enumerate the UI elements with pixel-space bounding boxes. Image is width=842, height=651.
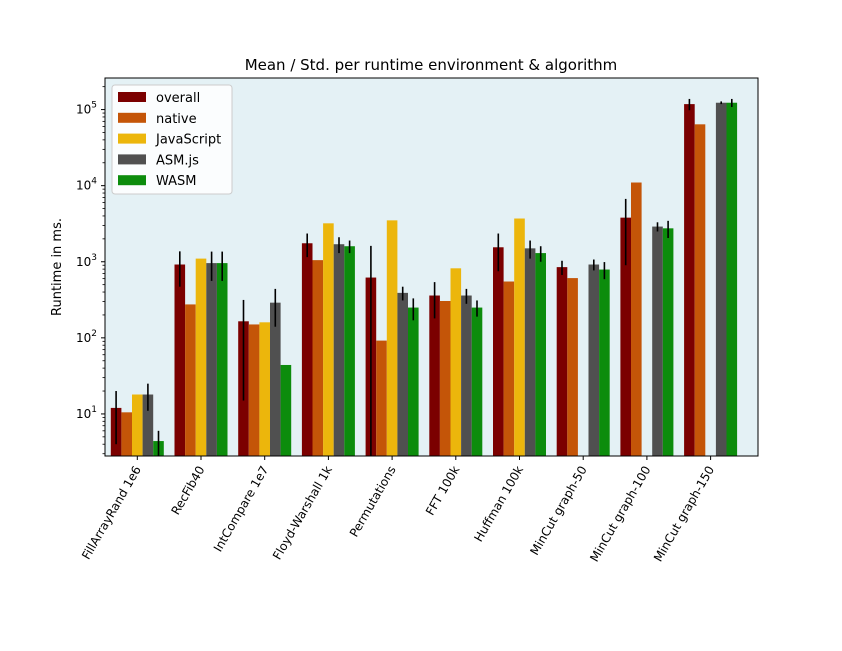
error-bars-layer	[115, 98, 733, 456]
bar-WASM-6	[535, 253, 546, 456]
bar-ASM.js-0	[142, 394, 154, 456]
y-tick-label-1: 102	[76, 329, 97, 345]
bar-native-2	[248, 324, 260, 456]
bar-ASM.js-7	[588, 264, 600, 456]
bar-overall-8	[620, 217, 631, 456]
y-tick-label-3: 104	[76, 177, 97, 193]
bar-native-4	[376, 340, 387, 456]
bar-native-0	[121, 412, 132, 456]
plot-frame	[104, 77, 759, 457]
bar-WASM-7	[599, 269, 610, 456]
legend-box	[111, 84, 233, 195]
y-tick-exponent-3: 4	[91, 177, 97, 187]
legend-label-overall: overall	[156, 91, 200, 106]
legend-swatch-WASM	[118, 175, 146, 186]
bar-JavaScript-6	[514, 218, 525, 456]
bar-overall-1	[174, 264, 186, 456]
bar-native-7	[567, 278, 578, 456]
bar-ASM.js-5	[461, 295, 472, 456]
legend: overall native JavaScript ASM.js WASM	[111, 84, 233, 195]
y-tick-label-2: 103	[76, 253, 97, 269]
bars-layer	[110, 102, 738, 457]
bar-overall-7	[556, 267, 568, 456]
bar-ASM.js-9	[715, 102, 727, 456]
y-tick-exponent-0: 1	[91, 405, 97, 415]
y-tick-exponent-1: 2	[91, 329, 97, 339]
legend-label-WASM: WASM	[156, 174, 197, 189]
bar-JavaScript-5	[450, 268, 462, 456]
legend-swatch-overall	[118, 92, 146, 102]
bar-ASM.js-4	[397, 292, 408, 456]
bar-overall-9	[684, 104, 695, 456]
y-tick-exponent-2: 3	[91, 253, 97, 263]
legend-label-ASM.js: ASM.js	[156, 153, 199, 168]
bar-native-9	[694, 124, 706, 456]
legend-swatch-ASM.js	[118, 154, 146, 165]
bar-native-3	[312, 260, 324, 456]
bar-WASM-5	[471, 307, 483, 456]
y-axis-label: Runtime in ms.	[50, 218, 65, 316]
bar-JavaScript-1	[195, 258, 207, 456]
bar-ASM.js-2	[270, 302, 281, 456]
bar-WASM-3	[344, 246, 355, 456]
bar-native-8	[631, 182, 642, 457]
y-tick-label-4: 105	[76, 101, 97, 117]
bar-WASM-9	[726, 102, 738, 456]
y-tick-base-3: 10	[76, 179, 91, 193]
bar-JavaScript-3	[323, 223, 334, 456]
legend-label-JavaScript: JavaScript	[155, 133, 221, 148]
y-tick-base-1: 10	[76, 331, 91, 345]
legend-swatch-native	[118, 112, 146, 123]
bar-overall-6	[493, 247, 504, 456]
bar-WASM-4	[408, 307, 419, 456]
bar-WASM-2	[280, 364, 292, 456]
y-tick-base-2: 10	[76, 255, 91, 269]
bar-WASM-1	[216, 263, 228, 456]
legend-swatch-JavaScript	[118, 133, 146, 144]
bar-ASM.js-3	[333, 244, 345, 456]
y-tick-label-0: 101	[76, 405, 97, 421]
bar-JavaScript-0	[132, 394, 143, 456]
bar-JavaScript-4	[386, 220, 398, 456]
bar-native-1	[185, 304, 196, 456]
chart-title: Mean / Std. per runtime environment & al…	[245, 56, 618, 74]
bar-native-6	[503, 281, 515, 456]
legend-label-native: native	[156, 112, 197, 127]
bar-overall-3	[301, 243, 313, 456]
bar-native-5	[439, 300, 451, 456]
bar-overall-5	[429, 295, 440, 456]
bar-ASM.js-1	[206, 263, 217, 456]
y-tick-exponent-4: 5	[91, 101, 97, 111]
bar-ASM.js-6	[524, 248, 536, 456]
bar-ASM.js-8	[652, 226, 663, 456]
bar-WASM-8	[662, 228, 674, 456]
bar-JavaScript-2	[259, 322, 270, 456]
y-tick-base-4: 10	[76, 103, 91, 117]
y-tick-base-0: 10	[76, 407, 91, 421]
